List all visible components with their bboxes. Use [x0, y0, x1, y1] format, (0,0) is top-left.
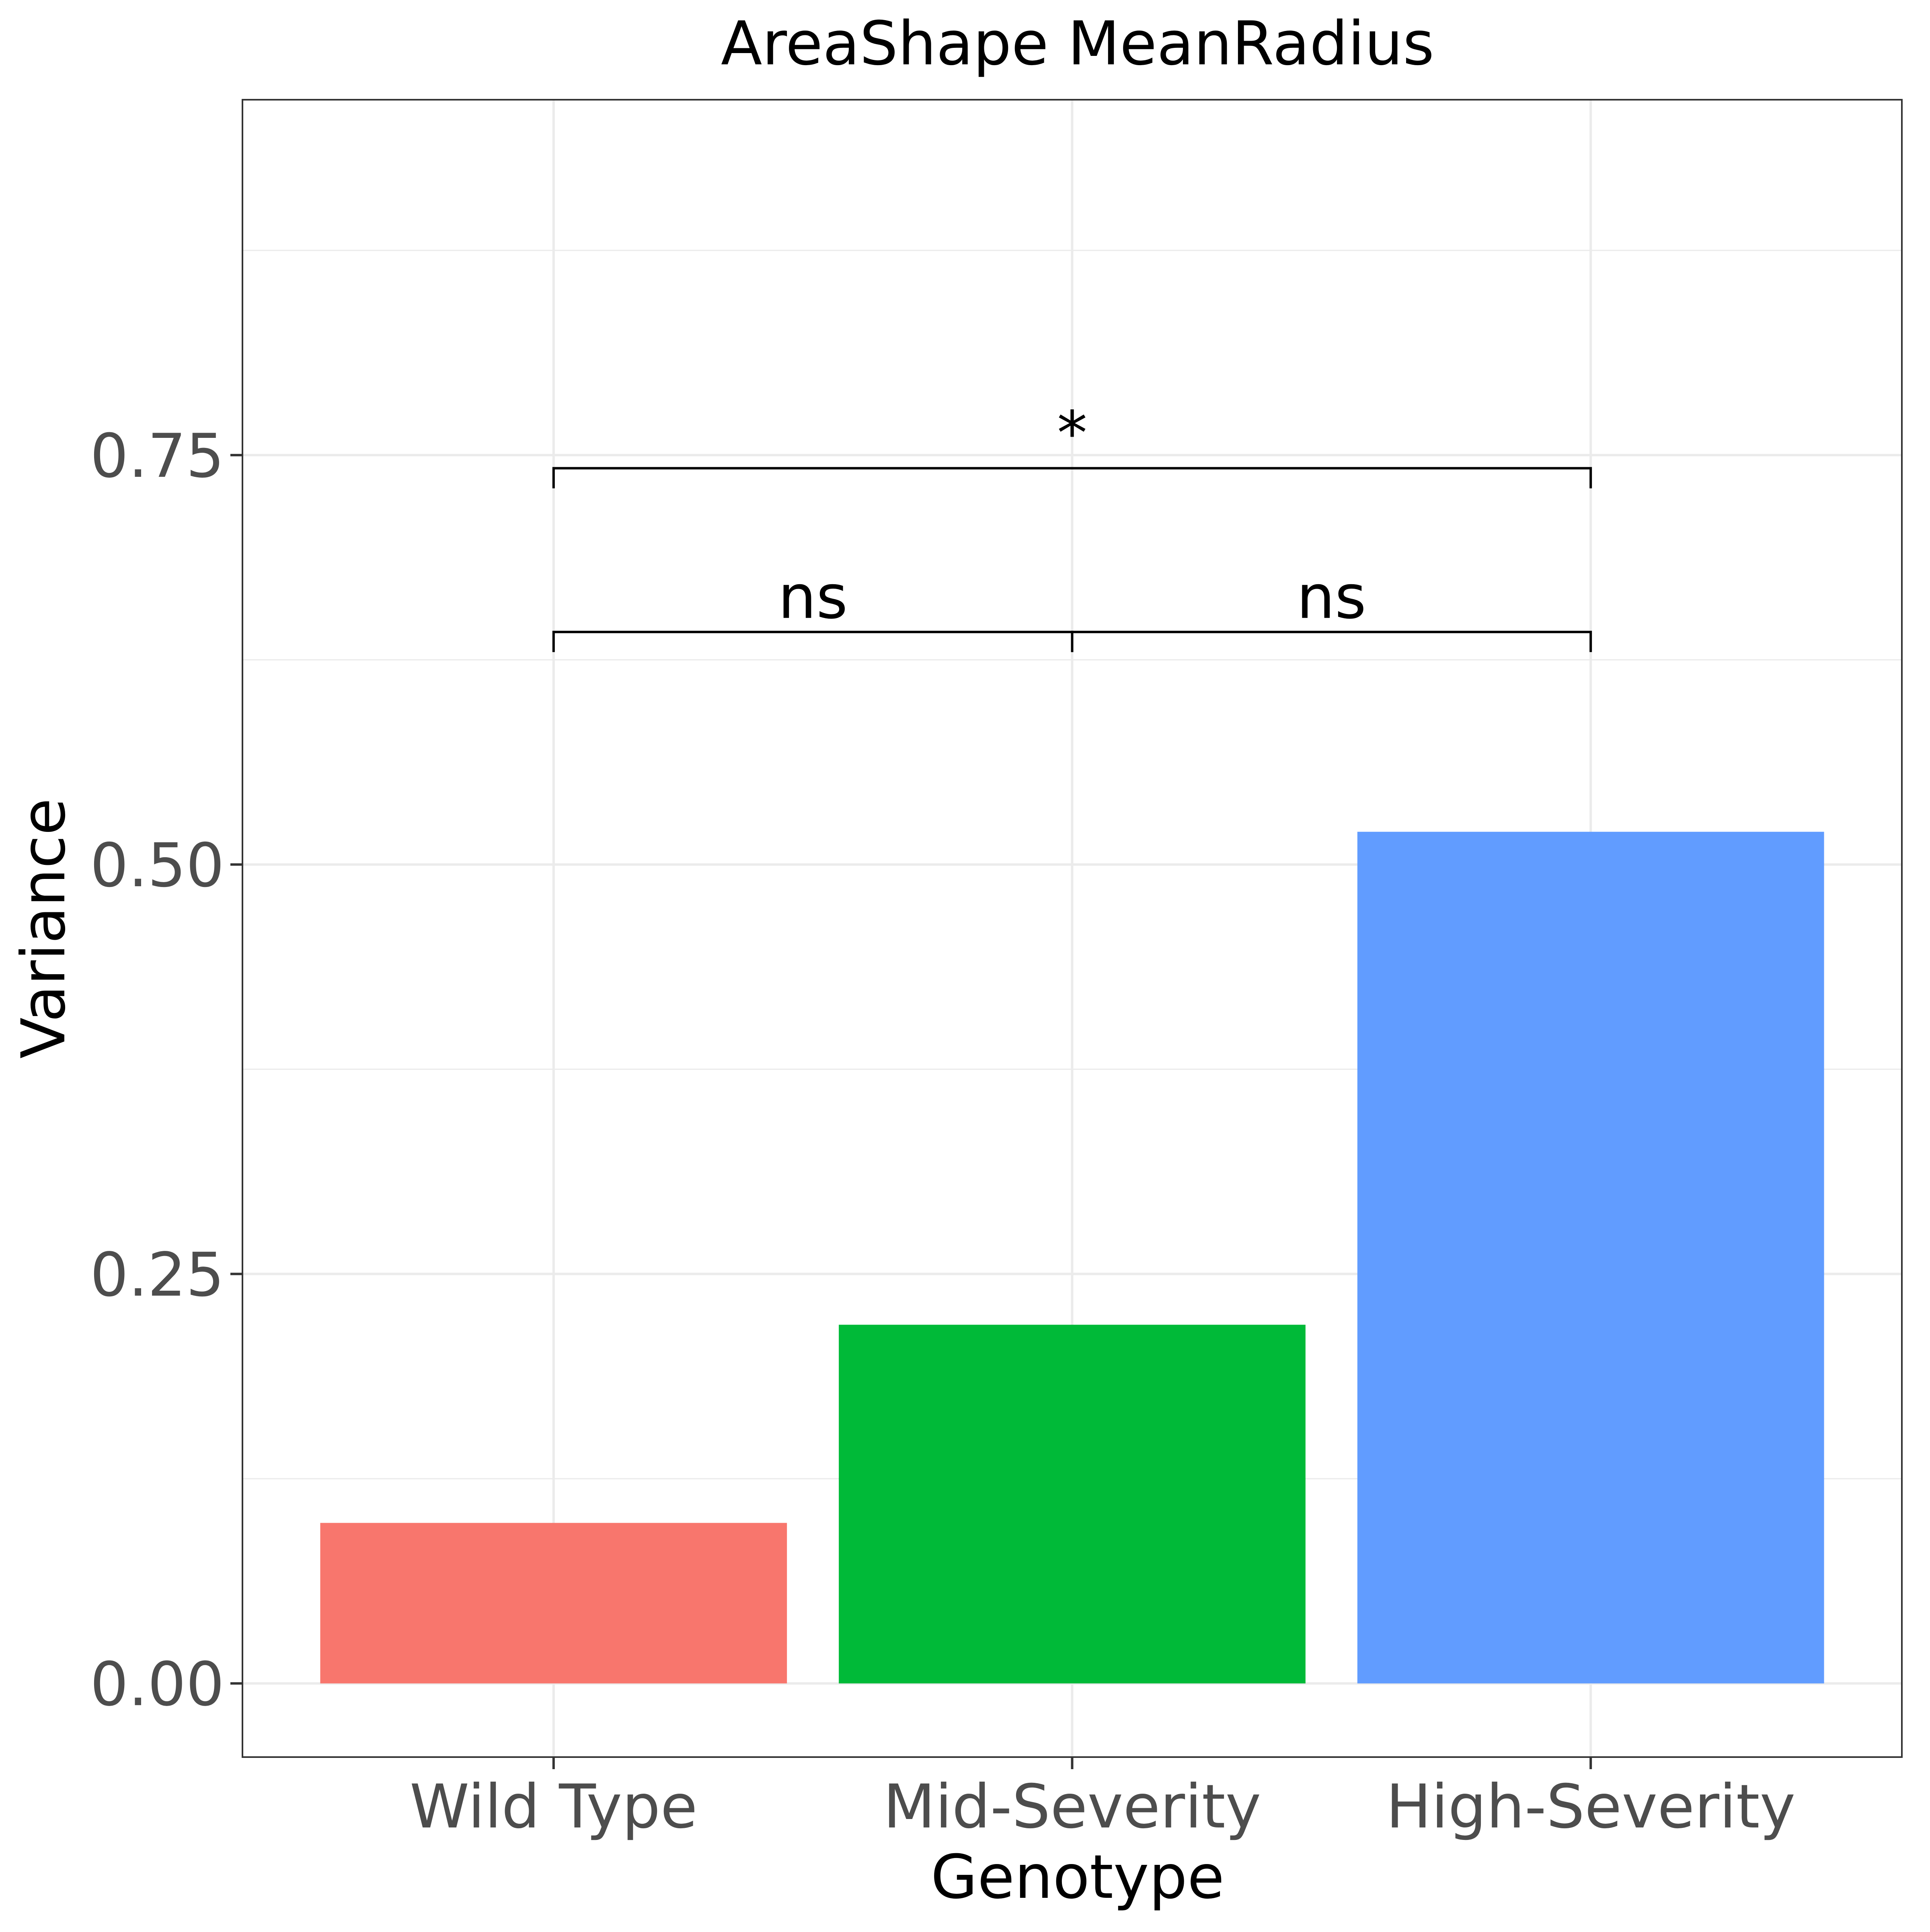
- significance-label: ns: [1297, 563, 1366, 632]
- y-axis-title: Variance: [9, 798, 79, 1059]
- bar-high-severity: [1357, 832, 1824, 1684]
- y-tick-label: 0.50: [90, 831, 224, 901]
- significance-label: *: [1057, 398, 1087, 468]
- significance-annotations: ns ns *: [552, 398, 1592, 652]
- bar-wild-type: [320, 1523, 787, 1684]
- significance-label: ns: [778, 563, 848, 632]
- significance-bracket: [552, 467, 1592, 489]
- significance-bracket: [552, 630, 1074, 652]
- significance-bracket: [1071, 630, 1592, 652]
- x-tick-label: Mid-Severity: [883, 1772, 1261, 1842]
- bars: [320, 832, 1824, 1684]
- bar-mid-severity: [839, 1324, 1306, 1684]
- x-tick-label: Wild Type: [410, 1772, 698, 1842]
- x-axis-title: Genotype: [931, 1842, 1224, 1912]
- axes: 0.00 0.25 0.50 0.75 Wild Type Mid-Severity Hig…: [90, 421, 1795, 1842]
- chart-title: AreaShape MeanRadius: [721, 9, 1434, 79]
- x-tick-label: High-Severity: [1386, 1772, 1795, 1842]
- y-tick-label: 0.75: [90, 421, 224, 491]
- y-tick-label: 0.25: [90, 1240, 224, 1310]
- y-tick-label: 0.00: [90, 1650, 224, 1720]
